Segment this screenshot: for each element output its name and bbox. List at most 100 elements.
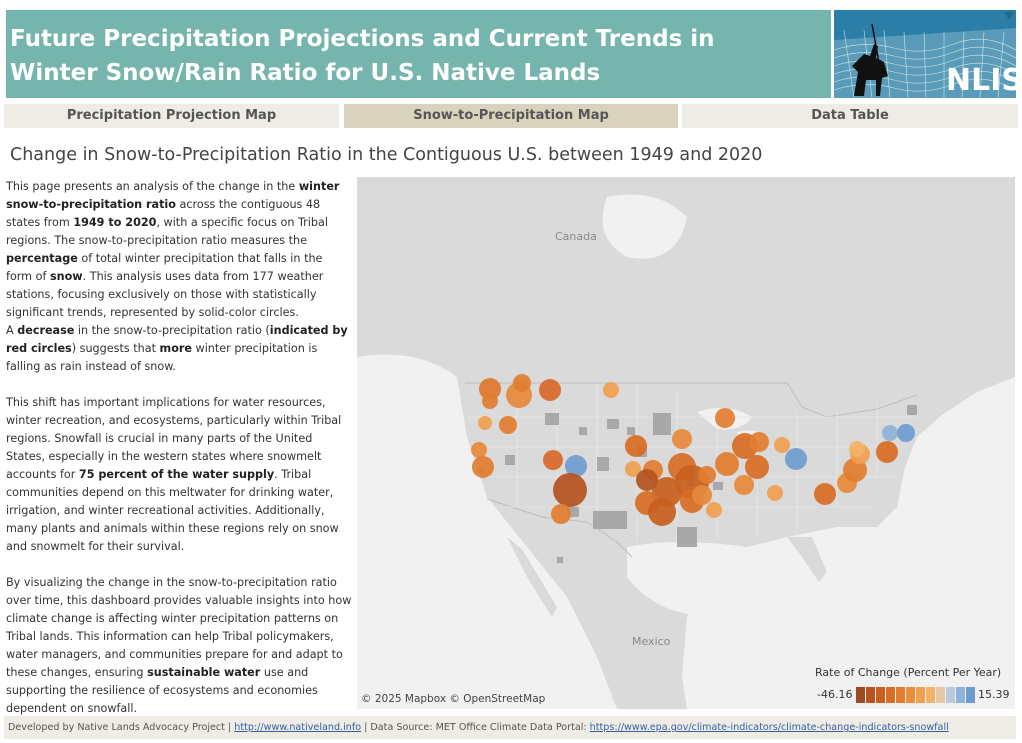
- nlis-logo: NLIS: [834, 10, 1016, 98]
- page-subtitle: Change in Snow-to-Precipitation Ratio in…: [10, 145, 763, 165]
- station-circle[interactable]: [876, 441, 898, 463]
- us-canada-border: [465, 382, 918, 418]
- station-circle[interactable]: [551, 504, 571, 524]
- station-circle[interactable]: [785, 448, 807, 470]
- snow-ratio-map[interactable]: Canada Mexico © 2025 Mapbox © OpenStreet…: [357, 177, 1015, 709]
- text-run: sustainable water: [147, 666, 261, 679]
- station-circle[interactable]: [734, 475, 754, 495]
- station-circle[interactable]: [603, 382, 619, 398]
- description-paragraph-4: By visualizing the change in the snow-to…: [6, 574, 352, 718]
- text-run: winter precipitation is falling as rain …: [6, 342, 318, 373]
- station-circle[interactable]: [472, 456, 494, 478]
- text-run: 1949 to 2020: [73, 216, 157, 229]
- station-circle[interactable]: [565, 455, 587, 477]
- text-run: more: [159, 342, 192, 355]
- tab-precipitation-projection-map[interactable]: Precipitation Projection Map: [4, 104, 339, 128]
- legend-swatch: [906, 687, 915, 703]
- station-circle[interactable]: [814, 483, 836, 505]
- florida: [787, 537, 827, 582]
- station-circle[interactable]: [767, 485, 783, 501]
- text-run: use and supporting the resilience of eco…: [6, 666, 318, 715]
- pacific-ocean: [357, 354, 617, 709]
- legend-max: 15.39: [978, 688, 1010, 701]
- station-circle[interactable]: [745, 455, 769, 479]
- description-paragraph-2: A decrease in the snow-to-precipitation …: [6, 322, 352, 376]
- station-circle[interactable]: [715, 408, 735, 428]
- station-circle[interactable]: [478, 416, 492, 430]
- legend-swatch: [856, 687, 865, 703]
- station-circle[interactable]: [843, 458, 867, 482]
- station-circle[interactable]: [882, 425, 898, 441]
- station-circle[interactable]: [513, 374, 531, 392]
- legend-swatch: [876, 687, 885, 703]
- logo-graphic: NLIS: [834, 10, 1016, 98]
- station-circle[interactable]: [698, 466, 716, 484]
- station-circle[interactable]: [539, 379, 561, 401]
- text-run: ) suggests that: [71, 342, 160, 355]
- tribal-reservations: [477, 405, 917, 563]
- station-circle[interactable]: [672, 429, 692, 449]
- station-circle[interactable]: [553, 473, 587, 507]
- text-run: in the snow-to-precipitation ratio (: [74, 324, 270, 337]
- description-paragraph-1: This page presents an analysis of the ch…: [6, 178, 352, 322]
- logo-text: NLIS: [946, 63, 1016, 98]
- tab-snow-to-precipitation-map[interactable]: Snow-to-Precipitation Map: [344, 104, 678, 128]
- legend-swatch: [886, 687, 895, 703]
- us-mexico-border: [486, 498, 633, 558]
- legend-swatch: [896, 687, 905, 703]
- footer-link-nativeland[interactable]: http://www.nativeland.info: [234, 722, 362, 733]
- footer-middle: | Data Source: MET Office Climate Data P…: [361, 722, 590, 733]
- legend-title: Rate of Change (Percent Per Year): [815, 666, 1002, 679]
- station-circle[interactable]: [648, 498, 676, 526]
- text-run: . Tribal communities depend on this melt…: [6, 468, 339, 553]
- color-legend: Rate of Change (Percent Per Year) -46.16…: [811, 666, 1011, 706]
- legend-swatch: [946, 687, 955, 703]
- station-circle[interactable]: [543, 450, 563, 470]
- text-run: This page presents an analysis of the ch…: [6, 180, 299, 193]
- legend-swatch: [966, 687, 975, 703]
- text-run: across the contiguous 48 states from: [6, 198, 321, 229]
- text-run: snow: [49, 270, 83, 283]
- text-run: indicated by red circles: [6, 324, 348, 355]
- station-circle[interactable]: [849, 441, 865, 457]
- station-circle[interactable]: [715, 452, 739, 476]
- tab-data-table[interactable]: Data Table: [682, 104, 1018, 128]
- station-circle[interactable]: [625, 461, 641, 477]
- station-circle[interactable]: [499, 416, 517, 434]
- label-mexico: Mexico: [632, 635, 671, 648]
- station-circle[interactable]: [625, 435, 647, 457]
- footer: Developed by Native Lands Advocacy Proje…: [4, 716, 1016, 739]
- station-circle[interactable]: [706, 502, 722, 518]
- gulf-of-mexico: [627, 542, 749, 617]
- station-circle[interactable]: [774, 437, 790, 453]
- baja-california: [507, 537, 557, 617]
- legend-min: -46.16: [817, 688, 853, 701]
- map-attribution[interactable]: © 2025 Mapbox © OpenStreetMap: [361, 693, 546, 705]
- text-run: A: [6, 324, 18, 337]
- legend-swatch: [936, 687, 945, 703]
- text-run: . This analysis uses data from 177 weath…: [6, 270, 324, 319]
- text-run: By visualizing the change in the snow-to…: [6, 576, 352, 679]
- dashboard-header: Future Precipitation Projections and Cur…: [6, 10, 831, 98]
- station-circle[interactable]: [692, 485, 712, 505]
- text-run: winter snow-to-precipitation ratio: [6, 180, 340, 211]
- legend-swatch: [916, 687, 925, 703]
- text-run: , with a specific focus on Tribal region…: [6, 216, 328, 247]
- legend-color-ramp: [856, 687, 976, 703]
- station-circle[interactable]: [471, 442, 487, 458]
- text-run: decrease: [17, 324, 75, 337]
- legend-swatch: [926, 687, 935, 703]
- text-run: of total winter precipitation that falls…: [6, 252, 323, 283]
- station-circle[interactable]: [479, 378, 501, 400]
- label-canada: Canada: [555, 230, 597, 243]
- station-circle[interactable]: [482, 393, 498, 409]
- text-run: This shift has important implications fo…: [6, 396, 342, 481]
- text-run: percentage: [6, 252, 78, 265]
- station-circle[interactable]: [749, 432, 769, 452]
- footer-link-epa[interactable]: https://www.epa.gov/climate-indicators/c…: [589, 722, 949, 733]
- text-run: 75 percent of the water supply: [78, 468, 275, 481]
- station-circle[interactable]: [636, 469, 658, 491]
- station-circle[interactable]: [897, 424, 915, 442]
- footer-prefix: Developed by Native Lands Advocacy Proje…: [8, 722, 235, 733]
- navigation-tabs: Precipitation Projection Map Snow-to-Pre…: [4, 104, 1018, 128]
